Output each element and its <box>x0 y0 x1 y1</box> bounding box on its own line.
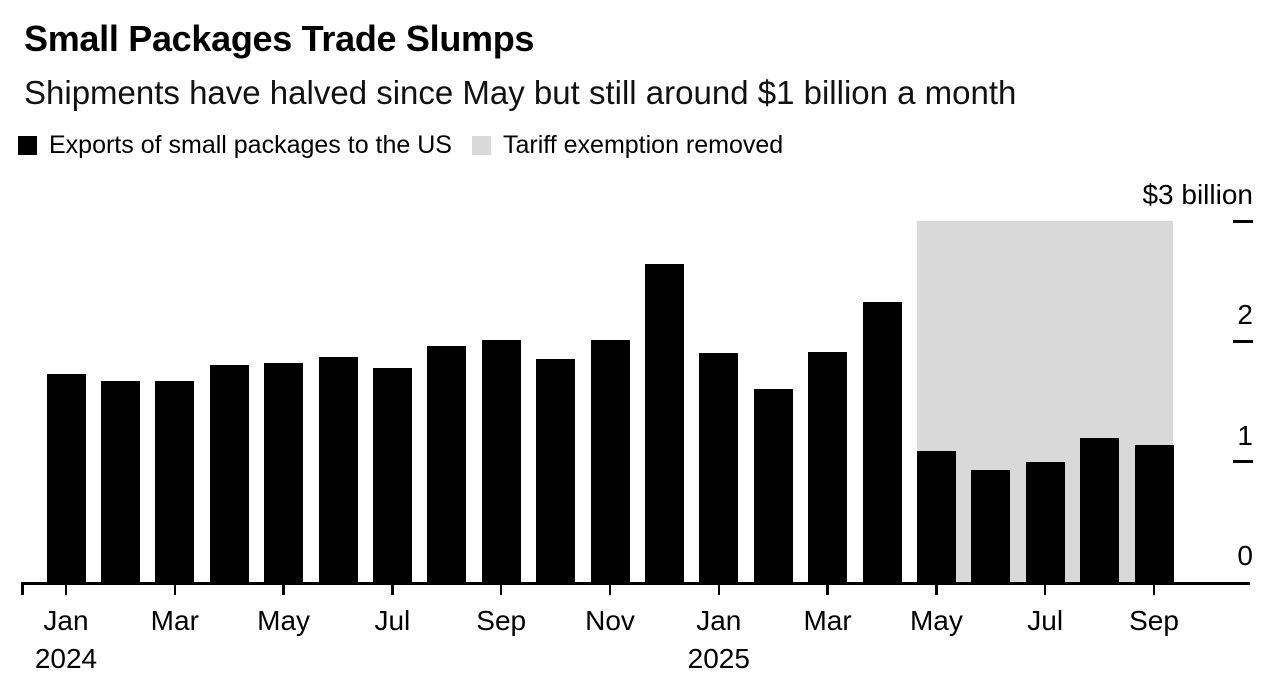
x-label-may-2025: May <box>909 605 963 636</box>
y-label-3: $3 billion <box>1142 179 1253 210</box>
x-label-jul-2025: Jul <box>1027 605 1064 636</box>
x-label-may-2024: May <box>257 605 311 636</box>
x-axis-start-tick <box>21 585 24 595</box>
bar-feb-2024 <box>100 381 140 582</box>
bar-sep-2025 <box>1134 444 1174 582</box>
legend-label-exports: Exports of small packages to the US <box>49 131 452 159</box>
x-tick-jul-2024 <box>391 585 394 595</box>
bar-feb-2025 <box>753 389 793 582</box>
exports-series-swatch <box>18 136 37 155</box>
x-tick-mar-2024 <box>173 585 177 595</box>
legend: Exports of small packages to the US Tari… <box>18 131 783 160</box>
bar-jan-2024 <box>46 373 86 582</box>
bar-may-2025 <box>916 450 956 582</box>
x-tick-jan-2025 <box>717 585 721 595</box>
bar-mar-2024 <box>155 381 195 582</box>
x-tick-sep-2024 <box>499 585 503 595</box>
legend-label-tariff-exemption: Tariff exemption removed <box>502 131 784 159</box>
chart-subtitle: Shipments have halved since May but stil… <box>24 74 1017 111</box>
y-label-1: 1 <box>1237 419 1253 451</box>
bar-jul-2024 <box>372 367 412 582</box>
x-tick-may-2024 <box>282 585 285 595</box>
bar-sep-2024 <box>481 340 521 582</box>
x-label-sep-2024: Sep <box>476 605 527 636</box>
bar-jan-2025 <box>699 353 739 582</box>
bar-jun-2024 <box>318 356 358 582</box>
y-tick-3 <box>1233 219 1253 223</box>
bar-apr-2025 <box>862 301 902 582</box>
bar-oct-2024 <box>536 359 576 582</box>
y-tick-1 <box>1233 460 1253 464</box>
x-axis-line <box>21 582 1250 585</box>
x-label-jul-2024: Jul <box>374 605 411 636</box>
legend-item-exports: Exports of small packages to the US <box>18 131 452 160</box>
x-label-jan-2024: Jan <box>43 605 89 636</box>
x-label-sep-2025: Sep <box>1129 605 1179 636</box>
bar-aug-2025 <box>1080 437 1120 582</box>
bar-may-2024 <box>264 362 304 582</box>
bar-dec-2024 <box>644 264 684 582</box>
x-label-jan-2025: Jan <box>696 605 742 636</box>
bar-apr-2024 <box>209 365 249 582</box>
x-tick-mar-2025 <box>826 585 829 595</box>
bar-mar-2025 <box>808 352 848 582</box>
x-tick-jul-2025 <box>1043 585 1047 595</box>
legend-item-tariff-exemption: Tariff exemption removed <box>471 131 784 160</box>
chart-title: Small Packages Trade Slumps <box>24 18 535 59</box>
bar-nov-2024 <box>590 340 630 582</box>
x-year-label-2025: 2025 <box>687 643 750 674</box>
x-tick-nov-2024 <box>608 585 612 595</box>
x-tick-jan-2024 <box>64 585 68 595</box>
x-tick-sep-2025 <box>1152 585 1156 595</box>
bar-jul-2025 <box>1025 461 1065 582</box>
bar-aug-2024 <box>427 346 467 582</box>
tariff-region-swatch <box>471 136 491 155</box>
x-label-mar-2024: Mar <box>150 605 199 636</box>
y-label-0: 0 <box>1237 540 1253 571</box>
bar-jun-2025 <box>971 470 1011 582</box>
y-tick-2 <box>1233 339 1253 343</box>
x-year-label-2024: 2024 <box>34 643 98 674</box>
x-label-nov-2024: Nov <box>585 605 635 636</box>
x-tick-may-2025 <box>935 585 938 595</box>
y-label-2: 2 <box>1237 299 1253 331</box>
x-label-mar-2025: Mar <box>803 605 852 636</box>
